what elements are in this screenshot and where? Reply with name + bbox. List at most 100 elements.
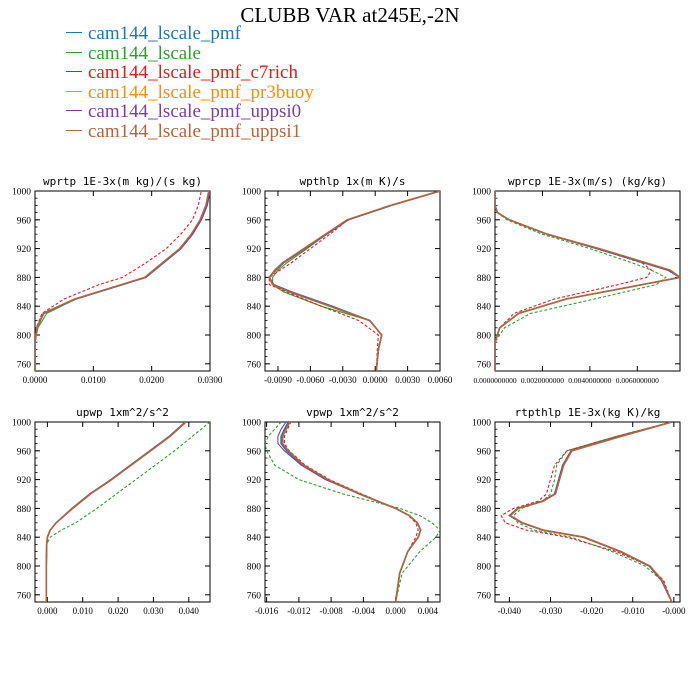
x-tick-label: 0.000 [37, 606, 58, 616]
y-tick-label: 960 [477, 447, 492, 457]
series-line-1 [265, 422, 440, 602]
series-line-2 [283, 422, 419, 602]
x-tick-label: 0.010 [73, 606, 94, 616]
y-tick-label: 920 [477, 476, 492, 486]
series-line-0 [35, 191, 210, 371]
y-tick-label: 1000 [472, 188, 491, 198]
y-tick-label: 920 [17, 476, 32, 486]
x-tick-label: 0.0060000000 [616, 376, 659, 385]
legend-swatch [66, 129, 82, 131]
x-tick-label: 0.0020000000 [521, 376, 564, 385]
series-line-5 [495, 191, 680, 371]
x-tick-label: -0.016 [255, 606, 279, 616]
series-line-1 [35, 191, 210, 371]
figure-title: CLUBB VAR at245E,-2N [240, 3, 460, 27]
chart-panel: wpthlp 1x(m K)/s 760 800 840 880 920 960 1000 -0… [242, 175, 453, 385]
y-tick-label: 800 [247, 332, 262, 342]
y-tick-label: 760 [17, 360, 32, 370]
y-tick-label: 960 [17, 447, 32, 457]
legend-entry: cam144_lscale_pmf [66, 24, 314, 44]
y-tick-label: 800 [247, 563, 262, 573]
y-tick-label: 840 [17, 534, 32, 544]
y-tick-label: 960 [247, 447, 262, 457]
y-tick-label: 840 [247, 534, 262, 544]
chart-panel: upwp 1xm^2/s^2 760 800 840 880 920 960 1000 0.00… [12, 406, 211, 616]
legend-label: cam144_lscale_pmf_c7rich [88, 62, 298, 83]
chart-title: rtpthlp 1E-3x(kg K)/kg [515, 406, 661, 419]
y-tick-label: 1000 [472, 419, 491, 429]
series-line-0 [495, 191, 680, 371]
legend-label: cam144_lscale_pmf_pr3buoy [88, 81, 314, 103]
y-tick-label: 760 [477, 360, 492, 370]
series-line-5 [268, 191, 440, 371]
y-tick-label: 840 [247, 303, 262, 313]
chart-title: vpwp 1xm^2/s^2 [306, 406, 399, 419]
chart-title: wprcp 1E-3x(m/s) (kg/kg) [508, 175, 667, 188]
y-tick-label: 880 [477, 505, 492, 515]
x-tick-label: 0.004 [418, 606, 439, 616]
legend-entry: cam144_lscale_pmf_uppsi1 [66, 121, 314, 142]
y-tick-label: 840 [477, 534, 492, 544]
series-line-1 [512, 422, 673, 602]
series-line-3 [508, 422, 673, 602]
chart-title: wprtp 1E-3x(m kg)/(s kg) [43, 175, 202, 188]
legend: cam144_lscale_pmf cam144_lscale cam144_lsc… [66, 24, 314, 141]
x-tick-label: -0.030 [539, 606, 563, 616]
y-tick-label: 760 [247, 360, 262, 370]
y-tick-label: 1000 [12, 188, 31, 198]
y-tick-label: 800 [477, 563, 492, 573]
series-line-0 [508, 422, 673, 602]
series-line-3 [35, 191, 210, 371]
legend-swatch [66, 32, 82, 34]
x-tick-label: 0.0300 [198, 375, 223, 385]
y-tick-label: 920 [247, 245, 262, 255]
y-tick-label: 1000 [242, 419, 261, 429]
y-tick-label: 960 [247, 216, 262, 226]
x-tick-label: -0.0030 [329, 375, 357, 385]
x-tick-label: 0.0200 [139, 375, 164, 385]
x-tick-label: 0.0000 [363, 375, 388, 385]
legend-entry: cam144_lscale_pmf_uppsi0 [66, 102, 314, 122]
x-tick-label: 0.0060 [428, 375, 453, 385]
x-tick-label: -0.0060 [296, 375, 324, 385]
y-tick-label: 760 [477, 591, 492, 601]
plot-frame [34, 190, 211, 372]
legend-swatch [66, 110, 82, 112]
x-tick-label: 0.020 [108, 606, 129, 616]
y-tick-label: 880 [17, 505, 32, 515]
series-line-2 [500, 422, 673, 602]
y-tick-label: 880 [477, 274, 492, 284]
chart-title: upwp 1xm^2/s^2 [76, 406, 169, 419]
x-tick-label: 0.0000 [23, 375, 48, 385]
legend-label: cam144_lscale [88, 42, 201, 64]
y-tick-label: 920 [247, 476, 262, 486]
x-tick-label: -0.0090 [264, 375, 292, 385]
y-tick-label: 920 [17, 245, 32, 255]
x-tick-label: 0.000 [386, 606, 407, 616]
y-tick-label: 800 [477, 332, 492, 342]
legend-entry: cam144_lscale_pmf_c7rich [66, 63, 314, 83]
x-tick-label: -0.012 [287, 606, 310, 616]
legend-label: cam144_lscale_pmf [88, 23, 242, 44]
x-tick-label: -0.020 [580, 606, 604, 616]
y-tick-label: 840 [477, 303, 492, 313]
legend-entry: cam144_lscale [66, 42, 314, 64]
series-line-2 [35, 191, 202, 371]
x-tick-label: 0.0030 [395, 375, 420, 385]
plot-frame [264, 190, 441, 372]
y-tick-label: 880 [247, 505, 262, 515]
y-tick-label: 840 [17, 303, 32, 313]
y-tick-label: 960 [17, 216, 32, 226]
x-tick-label: 0.030 [143, 606, 164, 616]
legend-entry: cam144_lscale_pmf_pr3buoy [66, 81, 314, 103]
x-tick-label: -0.040 [498, 606, 522, 616]
x-tick-label: 0.0100 [81, 375, 106, 385]
series-line-1 [45, 422, 210, 602]
plot-frame [494, 190, 681, 372]
x-tick-label: 0.0040000000 [568, 376, 611, 385]
y-tick-label: 760 [17, 591, 32, 601]
chart-panel: wprcp 1E-3x(m/s) (kg/kg) 760 800 840 880 920 9… [472, 175, 681, 385]
legend-swatch [66, 90, 82, 92]
chart-panel: wprtp 1E-3x(m kg)/(s kg) 760 800 840 880 920 9… [12, 175, 223, 385]
